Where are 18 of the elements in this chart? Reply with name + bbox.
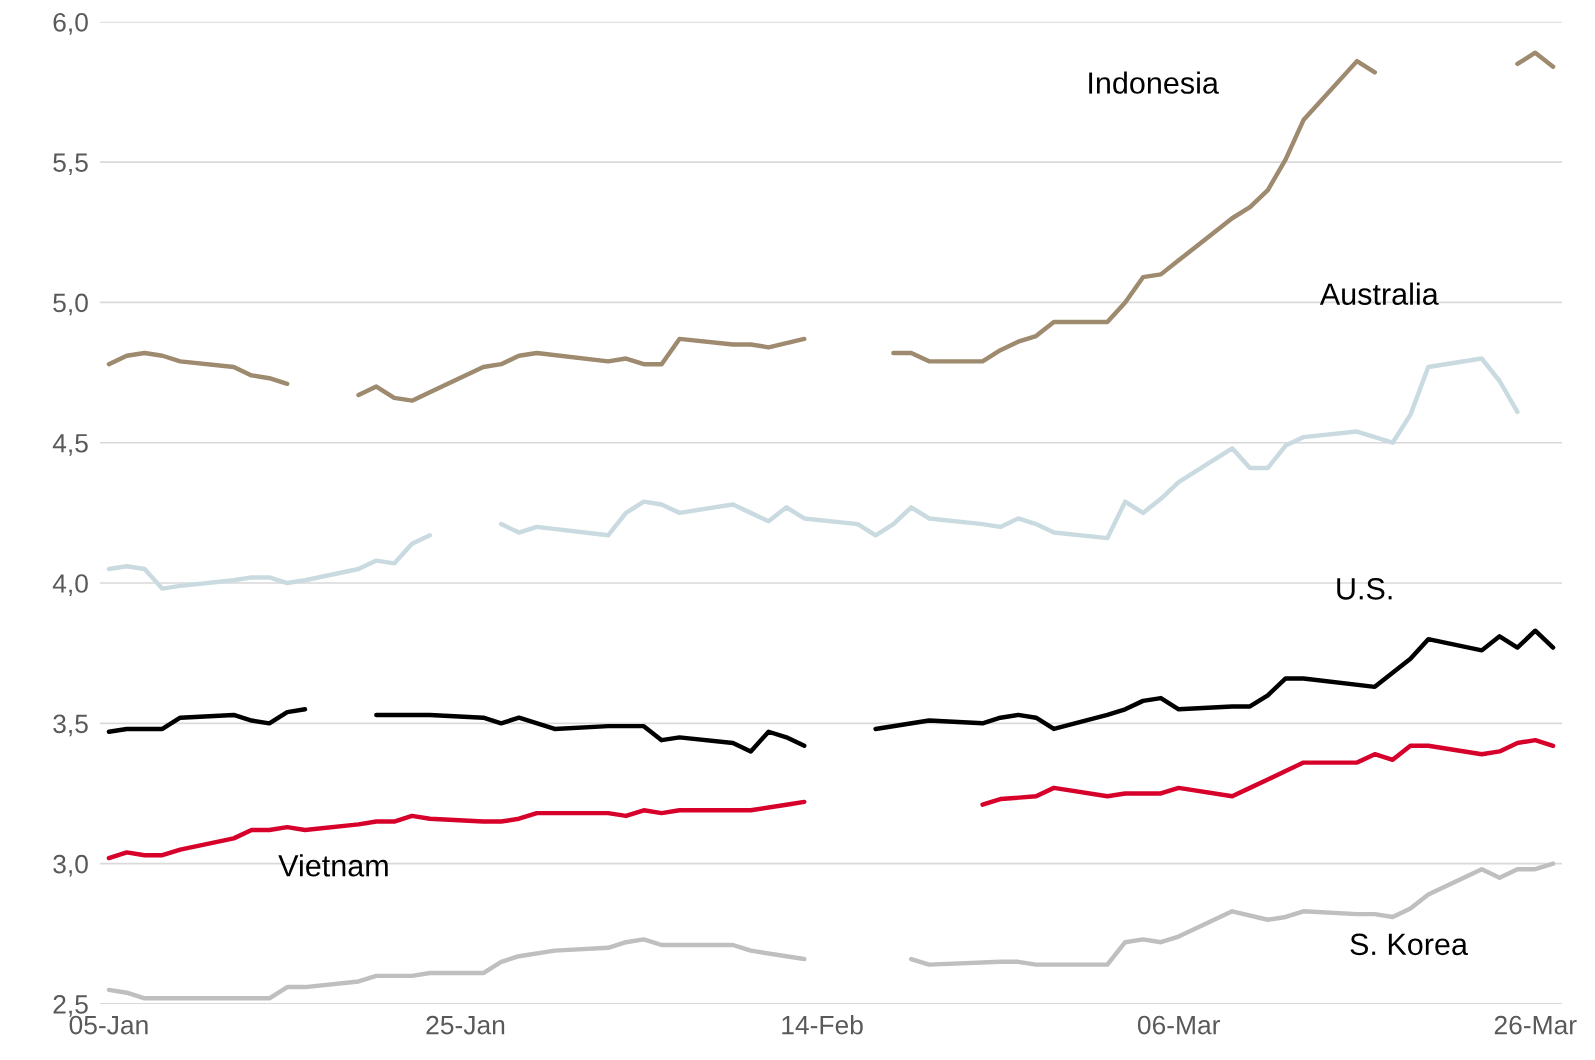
series-label: S. Korea	[1350, 933, 1468, 956]
y-tick-label: 5,5	[53, 153, 88, 176]
x-tick-label: 25-Jan	[426, 1015, 505, 1035]
text: Indonesia	[1089, 71, 1219, 94]
y-tick-label: 5,0	[53, 293, 88, 316]
y-tick-label: 3,0	[53, 854, 88, 877]
y-tick-label: 6,0	[53, 12, 88, 35]
x-tick-label: 26-Mar	[1494, 1015, 1577, 1035]
series-label: U.S.	[1337, 578, 1392, 600]
y-tick-label: 2,5	[53, 995, 88, 1017]
y-tick-label: 4,0	[52, 574, 88, 596]
x-tick-label: 05-Jan	[69, 1015, 148, 1035]
y-tick-label: 3,5	[53, 714, 88, 737]
y-tick-label: 4,5	[52, 434, 88, 456]
series-label: Australia	[1319, 282, 1439, 306]
x-tick-label: 06-Mar	[1137, 1015, 1221, 1035]
x-tick-label: 14-Feb	[782, 1015, 863, 1035]
series-label: Vietnam	[278, 854, 388, 877]
